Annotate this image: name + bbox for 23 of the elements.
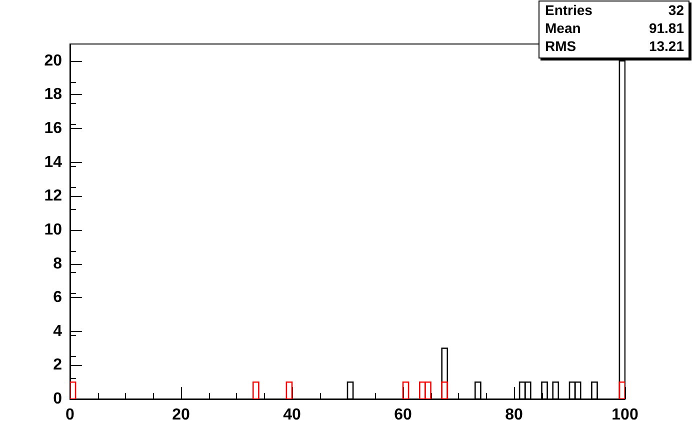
y-tick-label: 4 [53, 322, 62, 340]
text: 91.81 [648, 20, 684, 36]
y-tick-label: 16 [44, 120, 62, 138]
y-tick-label: 20 [44, 52, 62, 70]
text: 32 [668, 2, 684, 18]
x-tick-label: 20 [172, 406, 190, 424]
y-tick-label: 10 [44, 221, 62, 238]
y-tick-label: 18 [44, 86, 62, 104]
text: Mean [545, 20, 581, 36]
x-tick-label: 80 [505, 406, 523, 424]
y-tick-label: 14 [44, 154, 62, 171]
annotation: RMS [545, 38, 576, 54]
text: Entries [545, 2, 593, 18]
y-tick-label: 0 [53, 390, 62, 408]
y-tick-label: 6 [53, 289, 62, 306]
text: 13.21 [648, 38, 684, 54]
y-tick-label: 12 [44, 188, 62, 205]
y-tick-label: 8 [53, 255, 62, 272]
x-tick-label: 100 [612, 406, 638, 424]
x-tick-label: 60 [394, 406, 412, 424]
y-tick-label: 2 [53, 356, 62, 374]
x-tick-label: 40 [283, 406, 301, 424]
x-tick-label: 0 [66, 406, 75, 424]
